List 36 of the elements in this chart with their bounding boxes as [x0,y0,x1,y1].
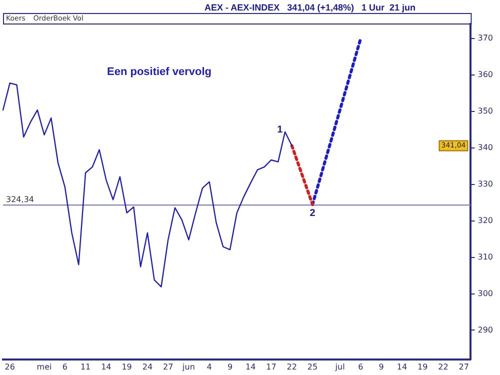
x-tick-label: 6 [62,362,68,372]
annotation: 1 [277,124,284,136]
x-tick-label: 6 [358,362,364,372]
x-tick-label: 27 [458,362,469,372]
y-tick-label: 340 [478,143,494,152]
x-tick-label: 26 [4,362,15,372]
x-tick-label: 14 [101,362,112,372]
ref-line-label: 324,34 [6,195,34,204]
x-tick-label: 22 [438,362,448,372]
x-tick-label: 11 [80,362,91,372]
annotation: 2 [310,208,316,220]
x-tick-label: 25 [307,362,318,372]
chart-title: AEX - AEX-INDEX 341,04 (+1,48%) 1 Uur 21 jun [204,2,416,12]
x-tick-label: jul [334,362,345,372]
y-tick-label: 310 [478,252,494,262]
x-tick-label: 14 [396,362,408,372]
y-tick-label: 370 [478,34,494,43]
x-tick-label: 9 [227,362,233,372]
x-tick-label: 14 [246,362,256,372]
y-tick-label: 290 [478,325,494,334]
x-tick-label: 17 [266,362,276,372]
x-tick-label: 19 [122,362,132,372]
x-tick-label: mei [36,362,52,372]
y-tick-label: 320 [478,216,494,225]
x-tick-label: 19 [417,362,428,372]
x-tick-label: 22 [286,362,297,372]
x-tick-label: 27 [162,362,174,372]
y-tick-label: 350 [478,106,494,116]
x-tick-label: jun [182,362,195,372]
y-tick-label: 300 [478,288,494,298]
x-tick-label: 9 [378,362,384,372]
annotation: Een positief vervolg [107,66,212,78]
x-tick-label: 4 [206,362,212,372]
y-tick-label: 360 [478,70,494,80]
x-tick-label: 24 [142,362,153,372]
y-tick-label: 330 [478,179,494,188]
